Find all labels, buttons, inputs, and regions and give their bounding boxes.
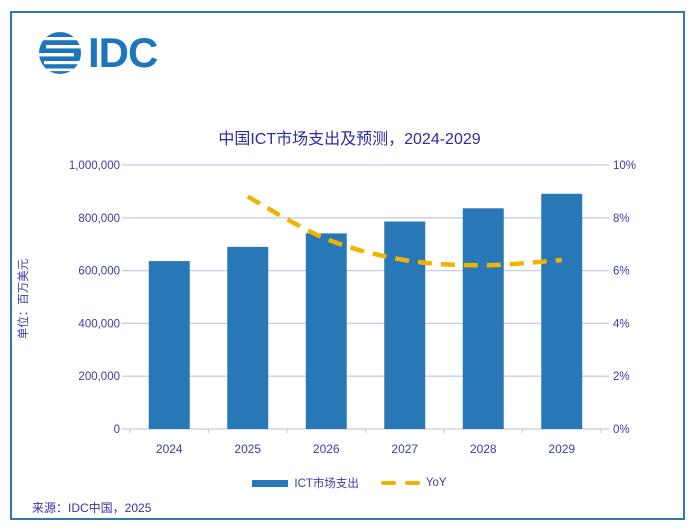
x-axis-label-2029: 2029 [548, 442, 575, 456]
legend-label-bar: ICT市场支出 [294, 478, 359, 490]
left-axis-tick-label: 800,000 [78, 213, 120, 225]
legend-item-bar: ICT市场支出 [252, 475, 359, 491]
bar-2027 [384, 221, 426, 429]
bar-2024 [148, 261, 190, 429]
yoy-line [246, 194, 562, 268]
idc-logo: IDC [36, 29, 158, 77]
right-axis-tick-label: 10% [613, 160, 636, 172]
left-axis-tick-label: 400,000 [78, 318, 120, 330]
x-axis-label-2025: 2025 [234, 442, 261, 456]
x-axis-label-2028: 2028 [470, 442, 497, 456]
chart-title: 中国ICT市场支出及预测，2024-2029 [218, 131, 481, 148]
bar-2026 [305, 233, 347, 429]
left-axis-tick-label: 200,000 [78, 371, 120, 383]
bar-2028 [462, 208, 504, 429]
chart-card: IDC 中国ICT市场支出及预测，2024-2029 单位：百万美元 0 0% 20… [10, 11, 685, 520]
x-axis-label-2027: 2027 [391, 442, 418, 456]
right-axis-tick-label: 0% [613, 424, 630, 436]
bar-series-swatch [252, 479, 289, 487]
right-axis-tick-label: 6% [613, 266, 630, 278]
x-axis-label-2024: 2024 [156, 442, 183, 456]
left-axis-tick-label: 0 [114, 424, 120, 436]
right-axis-tick-label: 4% [613, 318, 630, 330]
right-axis-tick-label: 8% [613, 213, 630, 225]
legend-label-line: YoY [425, 477, 447, 489]
left-axis-tick-label: 600,000 [78, 266, 120, 278]
bar-2025 [227, 246, 269, 429]
bar-2029 [541, 193, 583, 429]
idc-globe-icon [39, 32, 81, 74]
x-axis-label-2026: 2026 [313, 442, 340, 456]
idc-logo-text: IDC [88, 29, 158, 76]
source-note: 来源：IDC中国，2025 [32, 501, 152, 515]
legend-item-line: YoY [380, 477, 447, 489]
left-axis-tick-label: 1,000,000 [69, 160, 120, 172]
chart-legend: ICT市场支出 YoY [12, 475, 687, 491]
chart-canvas: 0 0% 200,000 2% 400,000 4% 600,000 6% 800,000 8% 1… [69, 160, 636, 456]
line-series-swatch [380, 481, 420, 485]
right-axis-tick-label: 2% [613, 371, 630, 383]
